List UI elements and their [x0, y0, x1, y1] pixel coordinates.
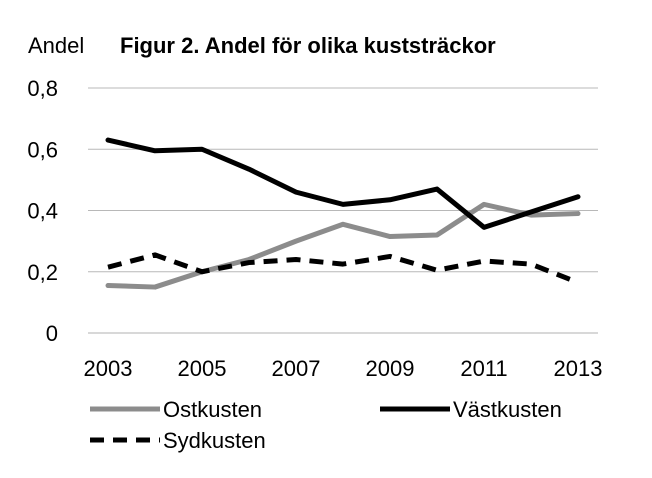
x-tick-label: 2009 [366, 356, 415, 381]
y-axis-label: Andel [28, 33, 84, 58]
x-tick-label: 2003 [84, 356, 133, 381]
x-tick-label: 2007 [272, 356, 321, 381]
legend-label-västkusten: Västkusten [453, 397, 562, 422]
x-tick-label: 2005 [178, 356, 227, 381]
x-tick-label: 2013 [554, 356, 603, 381]
legend-label-sydkusten: Sydkusten [163, 428, 266, 453]
series-line-sydkusten [107, 252, 579, 285]
y-tick-label: 0 [46, 321, 58, 346]
x-tick-label: 2011 [460, 356, 507, 381]
y-tick-label: 0,8 [27, 76, 58, 101]
y-tick-labels: 0 0,2 0,4 0,6 0,8 [27, 76, 58, 346]
y-tick-label: 0,4 [27, 199, 58, 224]
legend: Ostkusten Västkusten Sydkusten [90, 397, 562, 453]
series-line-ostkusten [105, 201, 581, 290]
legend-label-ostkusten: Ostkusten [163, 397, 262, 422]
y-tick-label: 0,2 [27, 260, 58, 285]
series-line-västkusten [105, 137, 581, 230]
series-lines [105, 137, 581, 290]
x-tick-labels: 2003 2005 2007 2009 2011 2013 [84, 356, 603, 381]
chart-title: Figur 2. Andel för olika kuststräckor [120, 33, 496, 58]
y-tick-label: 0,6 [27, 137, 58, 162]
